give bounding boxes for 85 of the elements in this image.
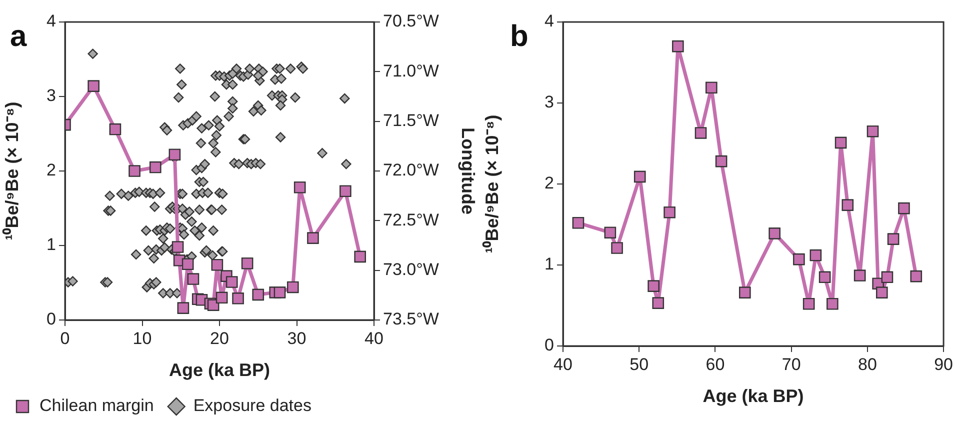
x-tick-label: 80 bbox=[858, 354, 877, 374]
point bbox=[241, 257, 254, 270]
y-tick-label: 0 bbox=[46, 310, 56, 329]
point bbox=[168, 148, 181, 161]
y2-tick-label: 73.0°W bbox=[383, 260, 439, 280]
point bbox=[187, 273, 200, 285]
x-axis-title: Age (ka BP) bbox=[702, 386, 804, 406]
point bbox=[842, 199, 854, 211]
point bbox=[818, 271, 831, 284]
y-tick-label: 3 bbox=[544, 92, 554, 112]
point bbox=[715, 155, 728, 168]
y-tick-label: 4 bbox=[46, 12, 56, 31]
point bbox=[694, 127, 707, 139]
point bbox=[898, 202, 910, 214]
point bbox=[652, 297, 664, 309]
point bbox=[793, 253, 805, 266]
point bbox=[340, 185, 352, 198]
y2-tick-label: 71.5°W bbox=[383, 111, 439, 130]
point bbox=[177, 302, 190, 314]
point bbox=[834, 136, 847, 149]
y-tick-label: 1 bbox=[46, 235, 56, 254]
y2-tick-label: 70.5°W bbox=[383, 12, 439, 31]
point bbox=[182, 258, 194, 270]
point bbox=[866, 125, 879, 138]
point bbox=[354, 250, 366, 263]
point bbox=[274, 286, 286, 298]
point bbox=[109, 123, 122, 136]
point bbox=[648, 280, 660, 292]
x-tick-label: 60 bbox=[706, 354, 725, 374]
point bbox=[307, 232, 319, 244]
y-tick-label: 2 bbox=[544, 174, 554, 193]
x-tick-label: 40 bbox=[364, 328, 384, 348]
point bbox=[810, 249, 822, 262]
x-tick-label: 20 bbox=[210, 328, 229, 348]
point bbox=[128, 165, 140, 177]
y-tick-label: 3 bbox=[46, 86, 56, 106]
point bbox=[881, 271, 894, 284]
y-axis-title: ¹⁰Be/⁹Be (× 10⁻⁸) bbox=[2, 102, 22, 240]
x-tick-label: 90 bbox=[934, 354, 954, 374]
point bbox=[226, 276, 238, 288]
x-tick-label: 40 bbox=[554, 354, 572, 374]
x-tick-label: 10 bbox=[132, 328, 152, 348]
chart-title: b bbox=[510, 20, 528, 53]
y-axis-title: ¹⁰Be/⁹Be (× 10⁻⁸) bbox=[482, 114, 502, 254]
point bbox=[572, 216, 584, 229]
y-tick-label: 1 bbox=[544, 254, 554, 274]
y2-tick-label: 71.0°W bbox=[383, 61, 439, 80]
y-tick-label: 4 bbox=[544, 12, 554, 31]
point bbox=[768, 228, 780, 240]
point bbox=[252, 288, 264, 301]
point bbox=[802, 298, 815, 310]
legend-label: Chilean margin bbox=[40, 396, 154, 416]
point bbox=[216, 292, 228, 304]
point bbox=[672, 40, 684, 52]
y2-tick-label: 73.5°W bbox=[383, 310, 439, 329]
point bbox=[910, 270, 922, 282]
legend-label: Exposure dates bbox=[193, 396, 312, 416]
y2-tick-label: 72.5°W bbox=[383, 210, 439, 230]
point bbox=[149, 161, 162, 174]
y2-axis-title: Longitude bbox=[458, 128, 478, 214]
point bbox=[876, 286, 888, 298]
point bbox=[207, 299, 220, 312]
point bbox=[232, 292, 244, 304]
point bbox=[887, 233, 900, 245]
y2-tick-label: 72.0°W bbox=[383, 160, 439, 180]
point bbox=[611, 242, 623, 254]
point bbox=[634, 170, 646, 183]
point bbox=[88, 80, 100, 92]
x-tick-label: 0 bbox=[60, 328, 70, 348]
point bbox=[211, 258, 224, 271]
point bbox=[739, 286, 751, 298]
point bbox=[706, 82, 718, 94]
point bbox=[294, 181, 306, 194]
x-tick-label: 30 bbox=[287, 328, 306, 348]
point bbox=[664, 206, 676, 218]
x-tick-label: 50 bbox=[630, 354, 649, 374]
point bbox=[604, 226, 616, 239]
y-tick-label: 2 bbox=[46, 160, 56, 180]
chart-title: a bbox=[10, 20, 27, 53]
x-tick-label: 70 bbox=[782, 354, 801, 374]
point bbox=[172, 241, 184, 253]
point bbox=[826, 298, 838, 310]
point bbox=[286, 281, 299, 294]
point bbox=[854, 270, 866, 282]
x-axis-title: Age (ka BP) bbox=[168, 360, 270, 380]
